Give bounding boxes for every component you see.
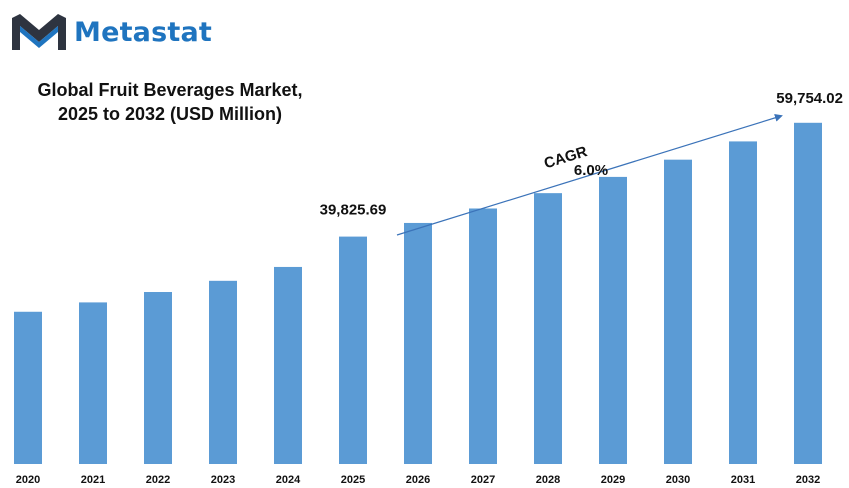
bar-2026 [404,222,432,464]
bar-2024 [274,266,302,464]
x-tick-label-2026: 2026 [406,474,430,486]
bar-2030 [664,159,692,464]
bar-2031 [729,141,757,464]
brand-logo: Metastat [10,12,212,52]
bar-2027 [469,208,497,464]
x-tick-label-2024: 2024 [276,474,301,486]
data-label-2032: 59,754.02 [776,90,843,107]
bar-2025 [339,236,367,464]
bar-2023 [209,280,237,464]
chart-title-line-1: Global Fruit Beverages Market, [37,80,303,100]
cagr-value: 6.0% [574,162,608,179]
bar-2028 [534,193,562,464]
x-tick-label-2030: 2030 [666,474,690,486]
bar-2022 [144,292,172,464]
chart-title-line-2: 2025 to 2032 (USD Million) [57,104,283,124]
x-tick-label-2031: 2031 [731,474,755,486]
x-tick-label-2029: 2029 [601,474,625,486]
chart-title: Global Fruit Beverages Market, 2025 to 2… [14,78,326,126]
data-label-2025: 39,825.69 [320,202,387,219]
bar-2032 [794,122,822,464]
x-tick-label-2025: 2025 [341,474,365,486]
bar-2021 [79,302,107,464]
bar-2029 [599,176,627,464]
brand-name: Metastat [74,16,213,48]
cagr-trend-arrow [396,113,783,236]
x-tick-label-2021: 2021 [81,474,105,486]
x-tick-label-2027: 2027 [471,474,495,486]
x-tick-label-2023: 2023 [211,474,235,486]
metastat-m-logo-icon [12,14,66,50]
x-tick-label-2020: 2020 [16,474,40,486]
x-tick-label-2028: 2028 [536,474,560,486]
bar-2020 [14,311,42,464]
x-tick-label-2022: 2022 [146,474,170,486]
x-tick-label-2032: 2032 [796,474,820,486]
